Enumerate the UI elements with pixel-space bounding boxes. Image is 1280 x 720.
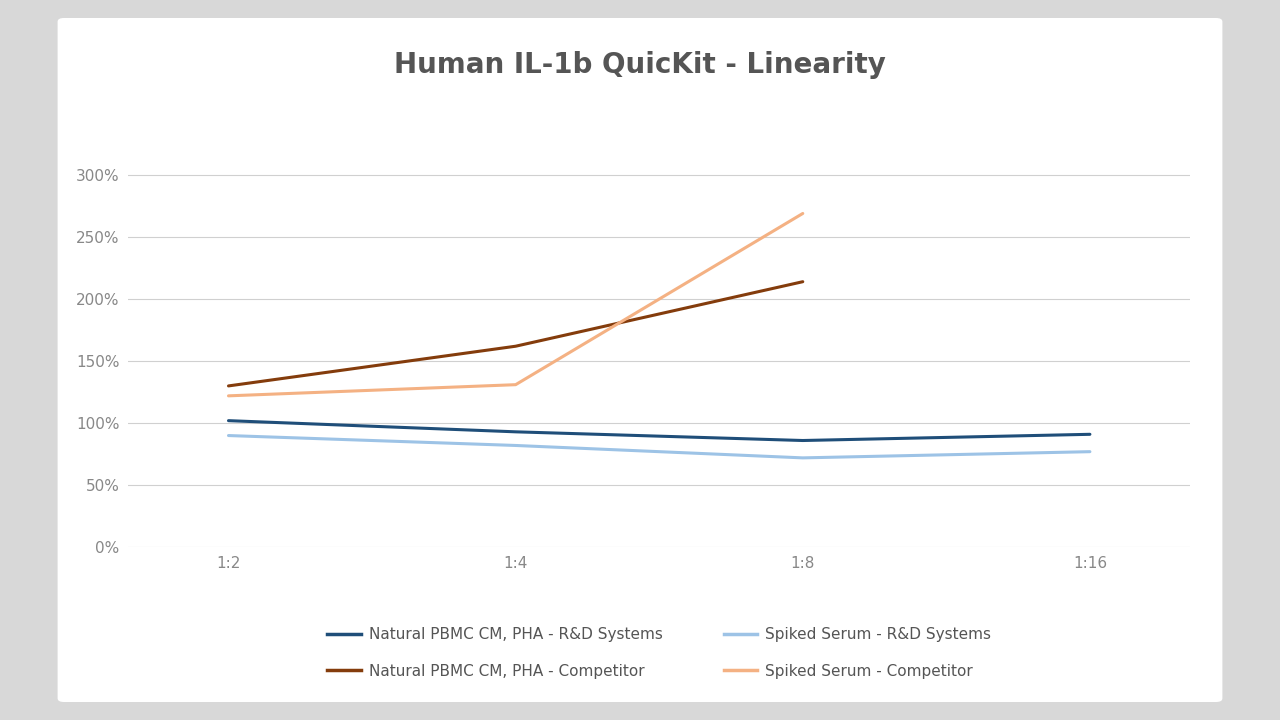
Text: Human IL-1b QuicKit - Linearity: Human IL-1b QuicKit - Linearity xyxy=(394,51,886,78)
Legend: Natural PBMC CM, PHA - R&D Systems, Natural PBMC CM, PHA - Competitor, Spiked Se: Natural PBMC CM, PHA - R&D Systems, Natu… xyxy=(328,627,991,679)
